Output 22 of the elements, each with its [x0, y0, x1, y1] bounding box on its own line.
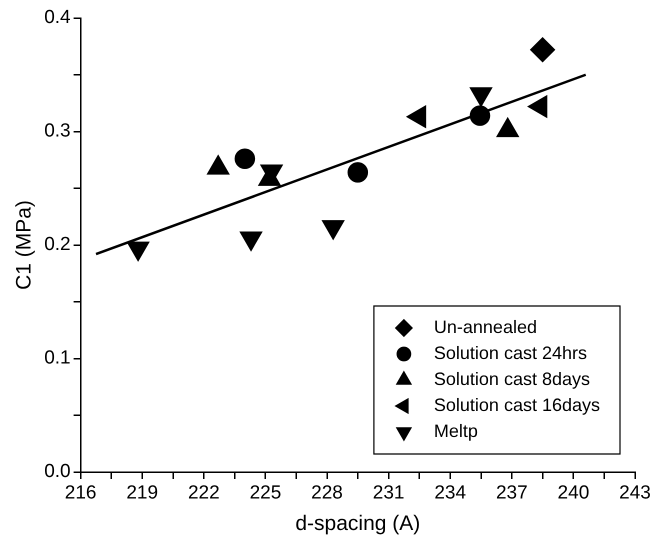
- legend-label: Un-annealed: [434, 316, 537, 337]
- x-tick-label: 225: [250, 482, 282, 504]
- x-tick-label: 231: [372, 482, 404, 504]
- x-tick-label: 228: [311, 482, 343, 504]
- y-tick-label: 0.0: [44, 461, 71, 482]
- x-tick-label: 219: [126, 482, 158, 504]
- legend-label: Meltp: [434, 420, 478, 441]
- y-tick-label: 0.3: [44, 120, 71, 142]
- x-tick-label: 234: [434, 482, 466, 504]
- x-tick-label: 222: [188, 482, 220, 504]
- x-tick-label: 243: [619, 482, 651, 504]
- legend-label: Solution cast 8days: [434, 368, 590, 389]
- x-axis-title: d-spacing (A): [295, 512, 420, 536]
- y-tick-label: 0.1: [44, 348, 71, 369]
- x-tick-label: 237: [496, 482, 528, 504]
- x-tick-label: 216: [64, 482, 96, 504]
- y-tick-label: 0.2: [44, 234, 71, 256]
- y-tick-label: 0.4: [44, 7, 72, 28]
- legend-label: Solution cast 16days: [434, 394, 600, 415]
- y-axis-title: C1 (MPa): [12, 200, 36, 290]
- legend-label: Solution cast 24hrs: [434, 342, 587, 363]
- x-tick-label: 240: [558, 482, 590, 504]
